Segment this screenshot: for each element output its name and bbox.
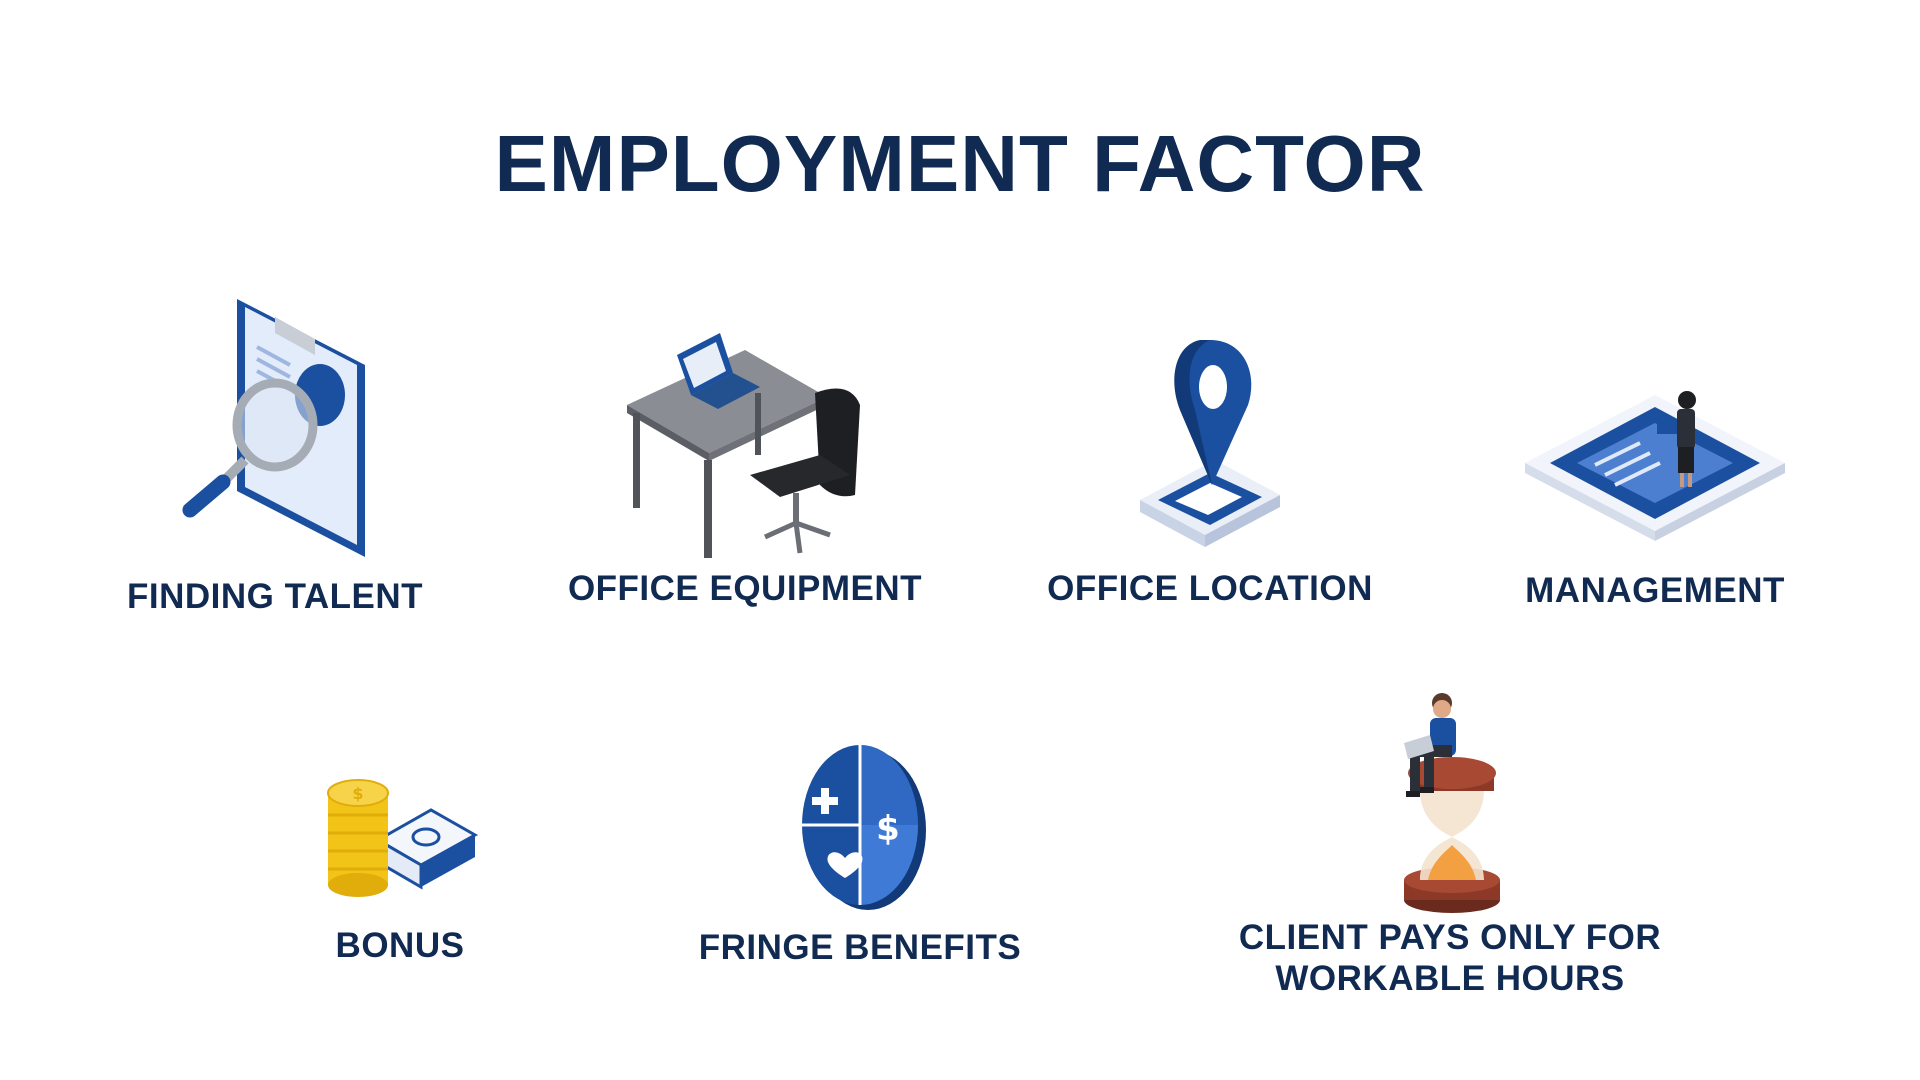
factor-label: OFFICE LOCATION xyxy=(1047,569,1373,608)
page-title: EMPLOYMENT FACTOR xyxy=(494,119,1426,208)
factor-label: MANAGEMENT xyxy=(1525,571,1785,610)
factor-label: FINDING TALENT xyxy=(126,577,424,616)
factor-bonus: $ BONUS xyxy=(290,765,510,966)
factor-office-equipment: OFFICE EQUIPMENT xyxy=(555,325,935,609)
factor-finding-talent: FINDING TALENT xyxy=(115,295,435,617)
factor-label-line-2: WORKABLE HOURS xyxy=(1275,959,1625,998)
factor-label-line-1: CLIENT PAYS ONLY FOR xyxy=(1238,918,1662,957)
svg-text:$: $ xyxy=(352,784,363,803)
svg-text:$: $ xyxy=(876,809,900,849)
factor-label: FRINGE BENEFITS xyxy=(698,928,1022,967)
benefits-disc-icon: $ xyxy=(802,745,926,910)
factor-label: BONUS xyxy=(335,926,465,965)
hourglass-worker-icon xyxy=(1404,693,1500,913)
desk-chair-laptop-icon xyxy=(627,333,860,558)
factor-management: MANAGEMENT xyxy=(1505,385,1805,611)
factor-fringe-benefits: $ FRINGE BENEFITS xyxy=(690,740,1030,968)
factor-label: CLIENT PAYS ONLY FOR WORKABLE HOURS xyxy=(1210,917,1690,999)
map-pin-icon xyxy=(1140,340,1280,547)
tablet-manager-icon xyxy=(1525,391,1785,541)
factor-client-pays-workable-hours: CLIENT PAYS ONLY FOR WORKABLE HOURS xyxy=(1210,685,1690,999)
factor-office-location: OFFICE LOCATION xyxy=(1040,335,1380,609)
clipboard-magnifier-icon xyxy=(182,299,365,557)
factor-label: OFFICE EQUIPMENT xyxy=(567,569,923,608)
coins-cash-icon: $ xyxy=(326,779,478,897)
